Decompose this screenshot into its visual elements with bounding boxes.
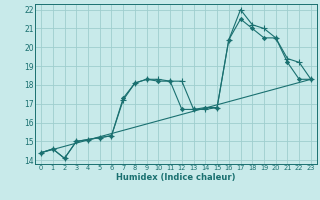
X-axis label: Humidex (Indice chaleur): Humidex (Indice chaleur) bbox=[116, 173, 236, 182]
